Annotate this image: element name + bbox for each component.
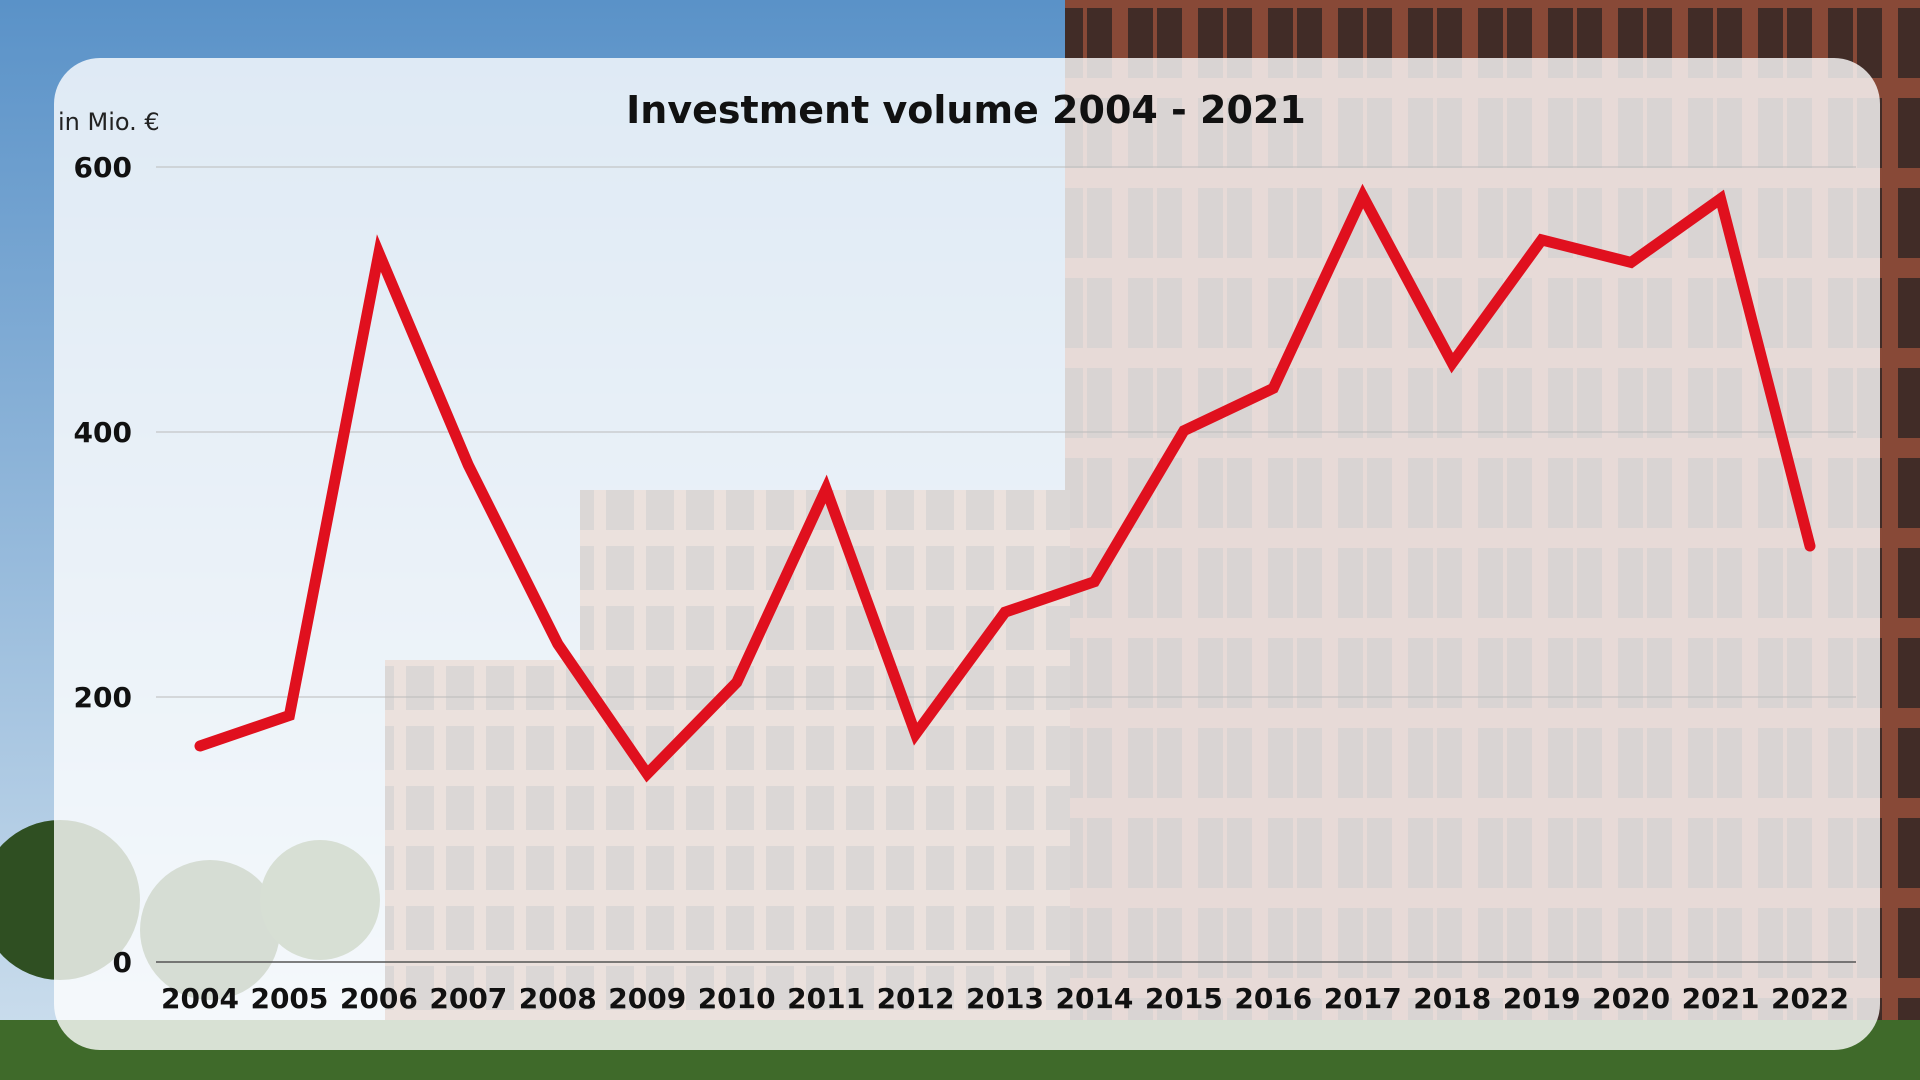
data-point-2021 [1718, 196, 1723, 201]
x-tick-label: 2007 [429, 982, 507, 1015]
y-tick-label: 600 [74, 151, 132, 184]
x-tick-label: 2012 [877, 982, 955, 1015]
data-point-2006 [376, 251, 381, 256]
x-tick-label: 2010 [698, 982, 776, 1015]
x-tick-label: 2018 [1413, 982, 1491, 1015]
data-point-2013 [1003, 610, 1007, 615]
data-point-2010 [734, 680, 739, 685]
x-tick-label: 2016 [1234, 982, 1312, 1015]
data-point-2016 [1271, 386, 1276, 391]
data-point-2017 [1360, 194, 1365, 199]
data-point-2020 [1629, 260, 1634, 265]
data-point-2015 [1181, 428, 1186, 433]
x-tick-label: 2004 [161, 982, 239, 1015]
data-point-2005 [287, 713, 292, 718]
series-line [194, 183, 1816, 783]
data-point-2004 [198, 744, 202, 749]
chart-title: Investment volume 2004 - 2021 [626, 88, 1306, 132]
chart-panel [54, 58, 1880, 1050]
data-point-2011 [824, 486, 829, 491]
x-tick-label: 2020 [1592, 982, 1670, 1015]
data-point-2019 [1539, 237, 1544, 242]
x-tick-label: 2005 [250, 982, 328, 1015]
x-axis-ticks: 2004 2005 2006 2007 2008 2009 2010 2011 2012 2013… [161, 982, 1849, 1015]
y-tick-label: 0 [113, 946, 132, 979]
x-tick-label: 2008 [519, 982, 597, 1015]
x-tick-label: 2006 [340, 982, 418, 1015]
x-tick-label: 2009 [608, 982, 686, 1015]
x-tick-label: 2017 [1324, 982, 1402, 1015]
data-point-2008 [555, 642, 560, 646]
data-point-2018 [1450, 361, 1455, 366]
y-tick-label: 200 [74, 681, 132, 714]
data-point-2022 [1808, 543, 1812, 548]
data-point-2012 [913, 732, 918, 737]
x-tick-label: 2022 [1771, 982, 1849, 1015]
grid-lines [156, 166, 1856, 963]
x-tick-label: 2021 [1682, 982, 1760, 1015]
x-tick-label: 2013 [966, 982, 1044, 1015]
x-tick-label: 2015 [1145, 982, 1223, 1015]
x-tick-label: 2014 [1055, 982, 1133, 1015]
data-points [198, 194, 1812, 776]
data-point-2009 [645, 771, 650, 776]
data-point-2007 [466, 463, 471, 468]
x-tick-label: 2019 [1503, 982, 1581, 1015]
data-point-2014 [1092, 579, 1097, 584]
y-unit-label: in Mio. € [58, 108, 160, 136]
x-tick-label: 2011 [787, 982, 865, 1015]
y-tick-label: 400 [74, 416, 132, 449]
y-axis-ticks: 0 200 400 600 [74, 151, 132, 979]
